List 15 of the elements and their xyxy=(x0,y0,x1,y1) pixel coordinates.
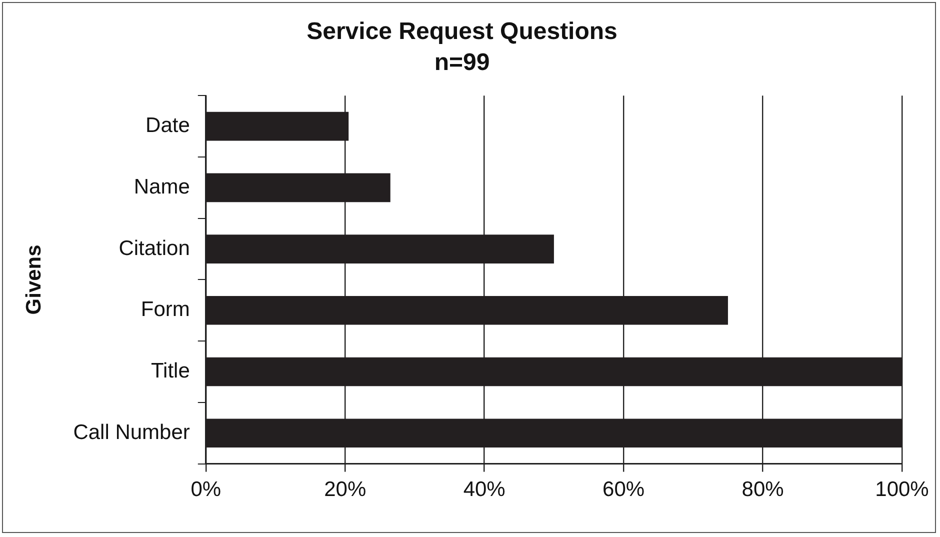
y-tick-label: Call Number xyxy=(73,420,190,444)
y-tick-label: Title xyxy=(150,360,190,383)
x-tick-label: 40% xyxy=(463,478,506,502)
y-tick-label: Form xyxy=(140,298,190,322)
y-tick-label: Name xyxy=(134,175,190,198)
chart-title: Service Request Questions xyxy=(306,18,618,46)
chart-subtitle: n=99 xyxy=(434,48,490,76)
y-tick-label: Citation xyxy=(118,236,190,260)
x-tick-label: 100% xyxy=(875,478,929,502)
x-tick-label: 0% xyxy=(190,478,222,502)
y-tick-label: Date xyxy=(146,114,190,138)
x-tick-label: 60% xyxy=(602,478,645,502)
x-tick-label: 20% xyxy=(324,478,366,502)
x-tick-label: 80% xyxy=(742,478,784,502)
y-axis-title: Givens xyxy=(22,244,46,315)
